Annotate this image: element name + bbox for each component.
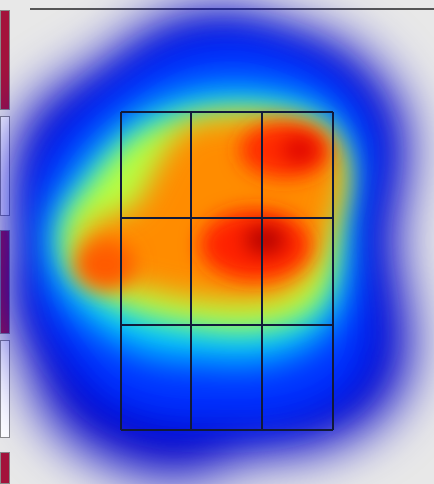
grid-cell-r2c1[interactable] bbox=[121, 218, 191, 325]
layer-swatch-4[interactable] bbox=[0, 340, 10, 438]
left-layer-panel bbox=[0, 0, 12, 484]
grid-cell-r2c2[interactable] bbox=[191, 218, 262, 325]
layer-swatch-2[interactable] bbox=[0, 116, 10, 216]
grid-cell-r3c1[interactable] bbox=[121, 325, 191, 430]
grid-cell-r1c2[interactable] bbox=[191, 112, 262, 218]
grid-cell-r3c2[interactable] bbox=[191, 325, 262, 430]
heatmap-layer-hotspot bbox=[245, 138, 316, 254]
layer-swatch-1[interactable] bbox=[0, 10, 10, 110]
grid-cell-r2c3[interactable] bbox=[262, 218, 333, 325]
grid-cell-r1c1[interactable] bbox=[121, 112, 191, 218]
grid-cells[interactable] bbox=[121, 112, 333, 430]
grid-overlay bbox=[120, 111, 334, 431]
grid-cell-r1c3[interactable] bbox=[262, 112, 333, 218]
grid-cell-r3c3[interactable] bbox=[262, 325, 333, 430]
top-toolbar-edge bbox=[30, 0, 434, 10]
